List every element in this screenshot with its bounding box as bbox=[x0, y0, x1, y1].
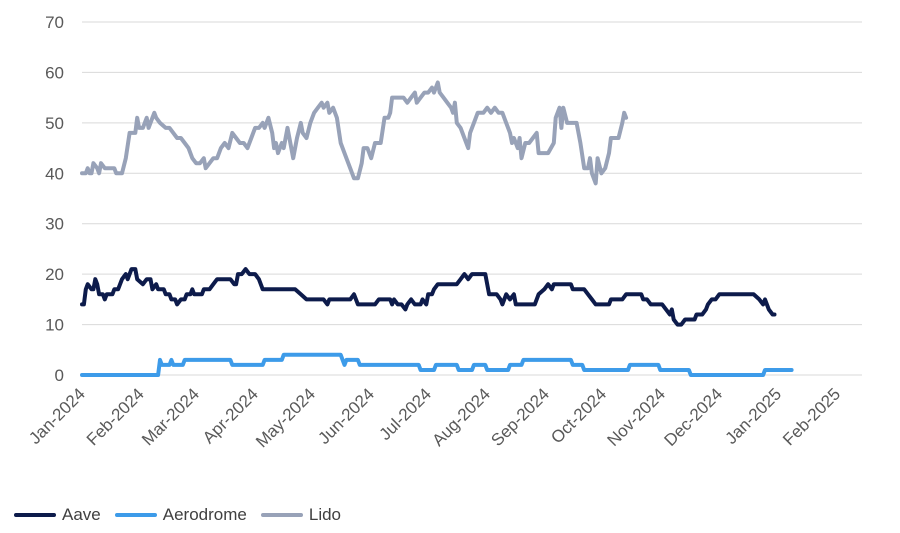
x-axis: Jan-2024Feb-2024Mar-2024Apr-2024May-2024… bbox=[25, 384, 844, 451]
x-tick-label: Sep-2024 bbox=[487, 384, 553, 450]
y-axis: 0 10 20 30 40 50 60 70 bbox=[45, 13, 64, 385]
series-lines bbox=[80, 80, 794, 377]
legend-swatch-lido bbox=[260, 513, 303, 517]
x-tick-label: Jun-2024 bbox=[314, 384, 378, 448]
x-tick-label: May-2024 bbox=[252, 384, 319, 451]
y-tick-label: 40 bbox=[45, 164, 64, 183]
legend-swatch-aerodrome bbox=[114, 513, 157, 517]
y-tick-label: 10 bbox=[45, 316, 64, 335]
x-tick-label: Aug-2024 bbox=[428, 384, 494, 450]
legend-swatch-aave bbox=[14, 513, 56, 517]
x-tick-label: Jul-2024 bbox=[376, 384, 436, 444]
legend-label-aave: Aave bbox=[62, 505, 101, 524]
y-tick-label: 70 bbox=[45, 13, 64, 32]
y-tick-label: 60 bbox=[45, 63, 64, 82]
series-line-aave bbox=[80, 267, 777, 327]
legend-item-aave: Aave bbox=[14, 505, 101, 525]
x-tick-label: Feb-2024 bbox=[83, 384, 148, 449]
legend: Aave Aerodrome Lido bbox=[14, 505, 341, 525]
x-tick-label: Oct-2024 bbox=[547, 384, 610, 447]
x-tick-label: Nov-2024 bbox=[604, 384, 670, 450]
y-tick-label: 30 bbox=[45, 215, 64, 234]
legend-label-lido: Lido bbox=[308, 505, 341, 524]
y-tick-label: 20 bbox=[45, 265, 64, 284]
x-tick-label: Mar-2024 bbox=[138, 384, 203, 449]
y-tick-label: 50 bbox=[45, 114, 64, 133]
x-tick-label: Jan-2025 bbox=[722, 384, 786, 448]
legend-item-lido: Lido bbox=[260, 505, 341, 525]
x-tick-label: Jan-2024 bbox=[25, 384, 89, 448]
series-line-lido bbox=[80, 80, 629, 186]
x-tick-label: Dec-2024 bbox=[661, 384, 727, 450]
legend-label-aerodrome: Aerodrome bbox=[162, 505, 247, 524]
y-tick-label: 0 bbox=[55, 366, 64, 385]
series-line-aerodrome bbox=[80, 352, 794, 377]
legend-item-aerodrome: Aerodrome bbox=[114, 505, 247, 525]
gridlines bbox=[82, 21, 862, 376]
x-tick-label: Feb-2025 bbox=[779, 384, 844, 449]
